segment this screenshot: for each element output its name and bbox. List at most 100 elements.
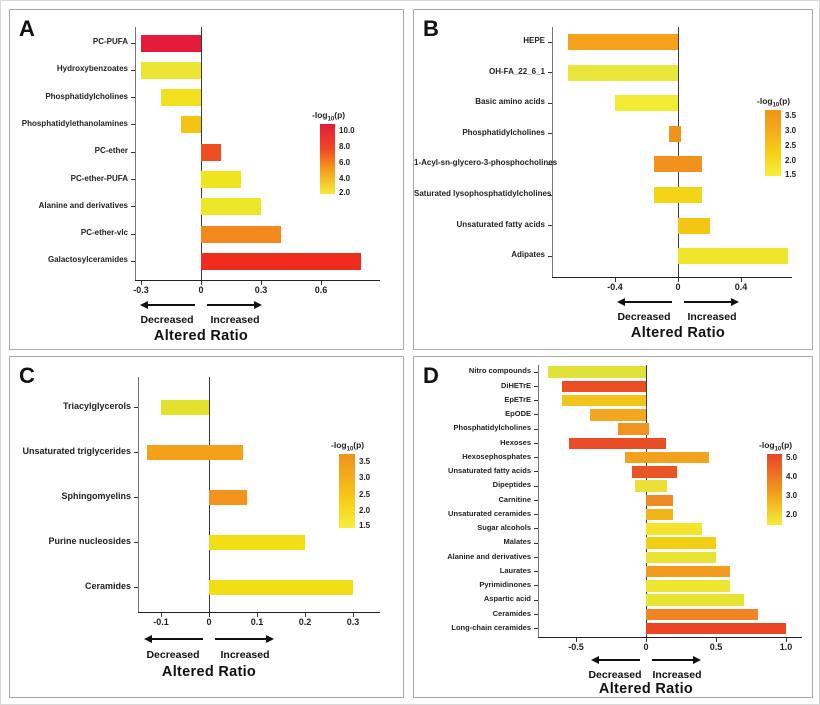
x-axis-title: Altered Ratio [598,681,694,697]
category-tick [534,528,538,530]
increased-label: Increased [687,311,737,323]
decreased-label: Decreased [588,669,642,681]
bar [209,579,353,595]
category-label: Ceramides [84,580,131,591]
x-tick [305,613,306,617]
colorbar-title: -log10(p) [757,96,791,109]
category-label: Galactosylceramides [47,255,128,265]
x-tick [741,278,742,282]
colorbar-title: -log10(p) [312,110,346,123]
category-label: Unsaturated fatty acids [448,466,531,475]
category-tick [131,179,135,180]
panel-letter: C [19,363,35,388]
bar [567,34,678,50]
category-label: Phosphatidylcholines [462,127,545,137]
category-tick [134,541,138,543]
category-label: Unsaturated fatty acids [456,219,545,229]
colorbar [767,454,782,525]
increased-label: Increased [652,669,702,681]
colorbar-tick-label: 3.5 [785,111,797,120]
decreased-arrow [598,659,640,661]
x-tick-label: 0.6 [314,285,328,295]
decreased-label: Decreased [140,314,194,326]
colorbar-tick-label: 4.0 [786,472,798,481]
colorbar-tick-label: 2.5 [359,490,371,499]
x-tick [261,281,262,285]
x-tick-label: 0 [675,282,681,292]
category-tick [534,542,538,544]
category-label: Carnitine [498,494,531,504]
category-label: Triacylglycerols [62,400,131,411]
y-axis-line [138,377,139,612]
bar [548,366,646,378]
category-label: PC-PUFA [92,37,128,46]
decreased-label: Decreased [617,311,671,323]
bar [654,156,702,173]
category-tick [134,406,138,408]
colorbar-tick-label: 3.0 [785,126,797,135]
increased-arrowhead-icon [254,301,262,309]
x-tick-label: -0.4 [607,282,623,292]
category-tick [548,225,552,227]
colorbar-tick-label: 3.0 [786,491,798,500]
colorbar-tick-label: 2.0 [339,188,351,197]
category-tick [534,499,538,501]
increased-arrow [652,659,694,661]
bar [646,580,730,592]
category-label: Laurates [499,565,531,575]
category-label: HEPE [523,36,545,45]
colorbar-title: -log10(p) [331,440,365,453]
category-tick [131,124,135,126]
x-tick [321,281,322,285]
category-tick [534,485,538,487]
zero-baseline [678,27,679,277]
category-tick [131,42,135,44]
category-label: Alanine and derivatives [447,551,531,561]
x-axis-line [538,637,802,638]
category-tick [134,451,138,453]
bar [161,399,209,415]
x-tick-label: 0.2 [298,617,312,627]
category-tick [534,585,538,587]
category-label: DiHETrE [500,380,531,390]
x-tick [716,638,717,642]
decreased-arrowhead-icon [617,298,625,306]
decreased-arrow [624,301,672,303]
x-tick-label: 0.3 [346,617,360,627]
category-tick [548,41,552,43]
category-label: Saturated lysophosphatidylcholines [414,189,552,198]
category-tick [548,163,552,165]
x-tick [576,638,577,642]
category-label: EpETrE [504,394,531,404]
category-label: Unsaturated ceramides [448,508,531,518]
x-axis-line [138,612,380,613]
decreased-label: Decreased [146,649,200,661]
x-tick [646,638,647,642]
colorbar-tick-label: 4.0 [339,174,351,183]
decreased-arrowhead-icon [140,301,148,309]
category-tick [534,442,538,444]
colorbar [320,124,335,194]
category-tick [131,260,135,262]
category-label: Aspartic acid [483,594,531,604]
category-label: Phosphatidylcholines [45,91,128,101]
category-tick [534,385,538,387]
decreased-arrow [151,638,203,640]
colorbar-tick-label: 5.0 [786,453,798,462]
bar [678,248,789,265]
bar [646,622,786,635]
colorbar-tick-label: 6.0 [339,158,351,167]
bar [209,534,305,550]
category-tick [131,206,135,208]
x-tick-label: -0.3 [133,285,149,295]
category-label: Sugar alcohols [477,523,531,532]
bar [141,61,201,79]
bar [141,34,201,52]
x-tick [201,281,202,285]
bar [562,380,646,392]
category-tick [534,556,538,558]
panel-letter: B [423,16,439,41]
bar [634,480,667,492]
colorbar-tick-label: 2.0 [785,156,797,165]
colorbar [765,110,781,176]
